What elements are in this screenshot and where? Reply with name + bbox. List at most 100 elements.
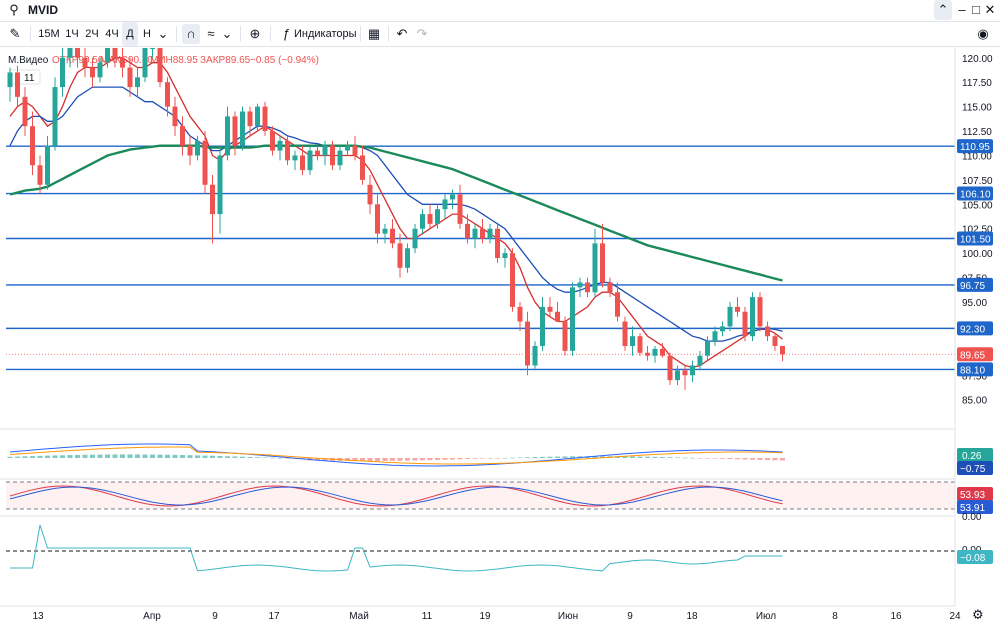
candle-body	[225, 116, 230, 156]
camera-icon[interactable]: ◉	[977, 26, 989, 41]
candle-body	[202, 140, 208, 185]
candle-body	[180, 126, 185, 146]
interval-1h[interactable]: 1Ч	[65, 28, 79, 40]
interval-day[interactable]: Д	[122, 22, 138, 46]
ma-line-ma-fast	[9, 57, 783, 369]
candle-body	[37, 165, 43, 185]
interval-2h[interactable]: 2Ч	[85, 28, 99, 40]
candle-body	[352, 145, 358, 156]
level-badge	[957, 277, 993, 292]
ma-line-ma-mid	[9, 86, 783, 342]
time-tick-label: 9	[212, 611, 218, 622]
candle-body	[217, 155, 223, 215]
macd-histogram-bar	[600, 456, 605, 458]
interval-15m[interactable]: 15M	[38, 28, 60, 40]
candle-body	[540, 306, 545, 346]
macd-histogram-bar	[382, 458, 388, 461]
layouts-icon[interactable]: ▦	[367, 26, 381, 41]
candles-icon[interactable]: ∩	[182, 24, 200, 44]
macd-histogram-bar	[682, 457, 688, 459]
candle-body	[720, 326, 725, 332]
maximize-icon[interactable]: □	[972, 2, 980, 17]
undo-icon[interactable]: ↶	[396, 26, 408, 41]
indicators-icon[interactable]: ƒ	[282, 26, 290, 41]
settings-gear-icon[interactable]: ⚙	[972, 608, 984, 623]
time-tick-label: 19	[479, 611, 491, 622]
macd-histogram-bar	[442, 458, 448, 460]
time-tick-label: Апр	[143, 611, 161, 622]
macd-value-label: −0.75	[960, 464, 986, 475]
price-tick-label: 87.50	[962, 371, 987, 382]
macd-histogram-bar	[390, 458, 395, 461]
chart-type-dropdown-icon[interactable]: ⌄	[221, 26, 233, 41]
indicators-button[interactable]: Индикаторы	[294, 28, 357, 40]
compare-add-icon[interactable]: ⊕	[249, 26, 261, 41]
macd-histogram-bar	[645, 456, 650, 458]
time-axis[interactable]: 13 Апр 9 17 Май 11 19 Июн 9 18 Июл 8 16 24	[0, 605, 961, 622]
macd-histogram-bar	[270, 457, 275, 459]
macd-histogram-bar	[37, 455, 43, 458]
macd-histogram-bar	[652, 456, 658, 458]
candle-body	[457, 194, 463, 224]
price-axis[interactable]: 85.0087.5090.0092.5095.0097.50100.00102.…	[954, 46, 993, 606]
macd-histogram-bar	[67, 455, 73, 458]
candle-body	[315, 150, 320, 156]
candle-body	[232, 116, 238, 146]
candle-body	[480, 228, 485, 239]
time-tick-label: 24	[949, 611, 961, 622]
macd-histogram-bar	[22, 456, 28, 458]
candle-body	[675, 370, 680, 381]
macd-signal-badge	[957, 448, 993, 462]
candle-body	[157, 48, 163, 83]
price-tick-label: 115.00	[962, 103, 992, 114]
interval-dropdown-icon[interactable]: ⌄	[157, 26, 169, 41]
stochastic-d-line	[9, 486, 783, 506]
line-type-icon[interactable]: ≈	[207, 26, 215, 41]
candle-body	[405, 248, 410, 268]
indicators-count: 11	[24, 73, 35, 84]
macd-histogram-bar	[150, 454, 155, 458]
candle-body	[360, 155, 365, 180]
candle-body	[15, 72, 20, 97]
candle-body	[450, 194, 455, 200]
macd-histogram-bar	[547, 456, 553, 458]
candle-body	[285, 140, 290, 161]
time-tick-label: Июн	[558, 611, 578, 622]
macd-histogram-bar	[712, 458, 718, 459]
macd-histogram-bar	[277, 457, 283, 459]
macd-histogram-bar	[255, 457, 260, 458]
macd-histogram-bar	[502, 457, 508, 459]
macd-histogram-bar	[30, 456, 35, 458]
interval-week[interactable]: Н	[143, 28, 151, 40]
macd-histogram-bar	[75, 454, 80, 458]
candle-body	[562, 321, 568, 351]
candle-body	[195, 140, 200, 156]
candle-body	[570, 287, 575, 351]
macd-histogram-bar	[667, 457, 673, 458]
candle-body	[262, 106, 268, 132]
candle-body	[172, 106, 178, 127]
candle-body	[600, 243, 605, 283]
macd-histogram-bar	[420, 458, 425, 461]
macd-line	[9, 443, 783, 467]
macd-histogram-bar	[480, 458, 485, 459]
candle-body	[727, 306, 733, 327]
level-badge	[957, 362, 993, 377]
pencil-icon[interactable]: ✎	[9, 26, 21, 41]
macd-histogram-bar	[195, 455, 200, 458]
macd-histogram-bar	[7, 456, 13, 458]
macd-histogram-bar	[345, 458, 350, 461]
minimize-icon[interactable]: –	[958, 2, 966, 17]
candle-body	[240, 111, 245, 146]
close-icon[interactable]: ✕	[984, 2, 996, 17]
level-badge	[957, 139, 993, 154]
symbol-name[interactable]: MVID	[28, 3, 58, 17]
macd-histogram-bar	[735, 458, 740, 460]
search-icon[interactable]: ⚲	[9, 2, 19, 17]
collapse-icon[interactable]: ⌃	[934, 0, 952, 20]
redo-icon[interactable]: ↷	[416, 26, 428, 41]
interval-4h[interactable]: 4Ч	[105, 28, 119, 40]
macd-histogram-bar	[172, 454, 178, 458]
macd-histogram-bar	[765, 458, 770, 461]
